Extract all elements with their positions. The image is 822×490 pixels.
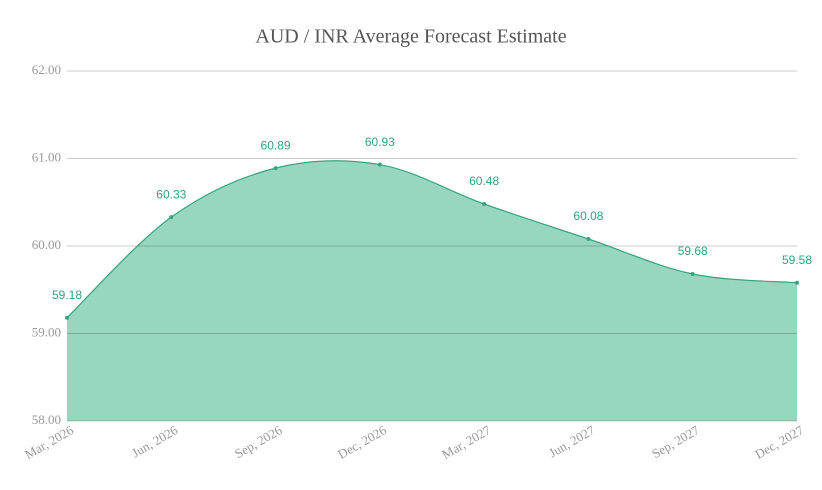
value-label: 60.93 (365, 135, 395, 149)
chart-title: AUD / INR Average Forecast Estimate (255, 26, 566, 48)
value-label: 60.89 (261, 138, 291, 152)
point (795, 280, 799, 285)
area (67, 160, 797, 421)
x-tick-label: Jun, 2026 (129, 422, 181, 461)
value-label: 59.58 (782, 253, 812, 267)
y-tick-label: 59.00 (32, 324, 61, 339)
x-tick-label: Dec, 2026 (335, 422, 389, 462)
value-label: 60.08 (573, 209, 603, 223)
point (586, 237, 591, 241)
x-tick-label: Sep, 2026 (232, 422, 285, 461)
y-tick-label: 62.00 (32, 62, 61, 77)
y-tick-label: 58.00 (32, 412, 61, 427)
point (273, 166, 278, 171)
x-tick-label: Mar, 2027 (439, 422, 493, 462)
x-tick-label: Dec, 2027 (752, 422, 806, 462)
point (482, 202, 487, 206)
value-label: 60.33 (156, 187, 186, 201)
value-label: 60.48 (469, 174, 499, 188)
point (169, 215, 174, 220)
point (65, 315, 69, 320)
y-tick-label: 60.00 (32, 237, 61, 252)
point (377, 162, 382, 167)
point (690, 272, 695, 276)
x-tick-label: Mar, 2026 (22, 422, 76, 462)
x-tick-label: Jun, 2027 (546, 422, 598, 461)
x-tick-label: Sep, 2027 (649, 422, 702, 461)
value-label: 59.68 (678, 244, 708, 258)
value-label: 59.18 (52, 288, 82, 302)
y-tick-label: 61.00 (32, 149, 61, 164)
